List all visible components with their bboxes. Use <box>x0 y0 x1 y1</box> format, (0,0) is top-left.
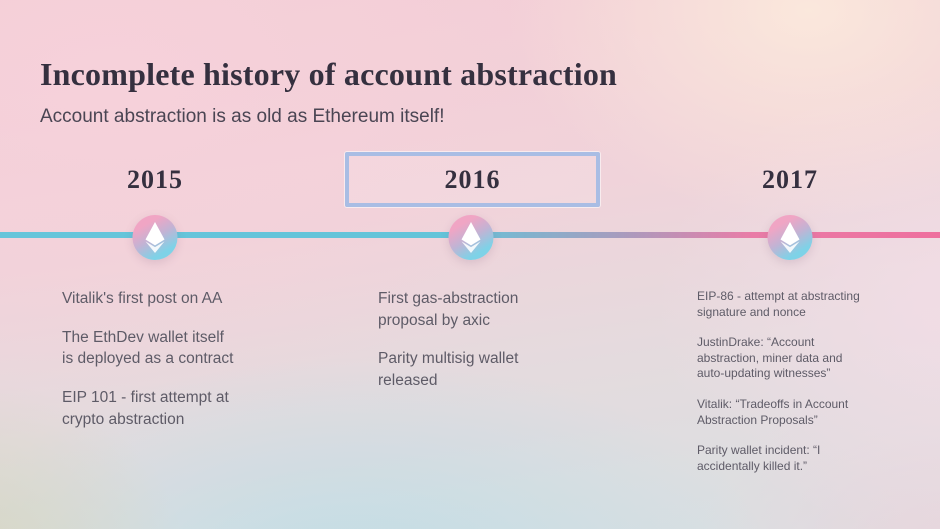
page-title: Incomplete history of account abstractio… <box>40 56 618 92</box>
slide-subtitle: Account abstraction is as old as Ethereu… <box>40 106 445 127</box>
timeline-item: Parity multisig wallet released <box>378 350 519 390</box>
timeline-item: JustinDrake: “Account abstraction, miner… <box>697 335 843 381</box>
timeline-item: EIP-86 - attempt at abstracting signatur… <box>697 289 860 319</box>
year-label-2016: 2016 <box>444 164 501 194</box>
timeline-item: Vitalik's first post on AA <box>62 290 223 307</box>
year-box-2016: 2016 <box>345 152 600 207</box>
timeline-item: EIP 101 - first attempt at crypto abstra… <box>62 389 229 428</box>
ethereum-icon <box>145 222 165 253</box>
timeline-column-2017: EIP-86 - attempt at abstracting signatur… <box>697 289 897 489</box>
timeline-item: Parity wallet incident: “I accidentally … <box>697 443 821 473</box>
timeline-item: The EthDev wallet itself is deployed as … <box>62 328 234 368</box>
timeline-item: Vitalik: “Tradeoffs in Account Abstracti… <box>697 396 849 427</box>
timeline-column-2016: First gas-abstraction proposal by axic P… <box>378 288 630 409</box>
timeline-item: First gas-abstraction proposal by axic <box>378 290 519 329</box>
year-label-2017: 2017 <box>762 165 818 194</box>
milestone-badge-2017 <box>767 215 813 260</box>
ethereum-icon <box>780 222 800 253</box>
milestone-badge-2015 <box>132 215 178 260</box>
ethereum-icon <box>461 222 481 253</box>
timeline-column-2015: Vitalik's first post on AA The EthDev wa… <box>62 288 314 447</box>
milestone-badge-2016 <box>448 215 494 260</box>
year-label-2015: 2015 <box>127 165 183 194</box>
